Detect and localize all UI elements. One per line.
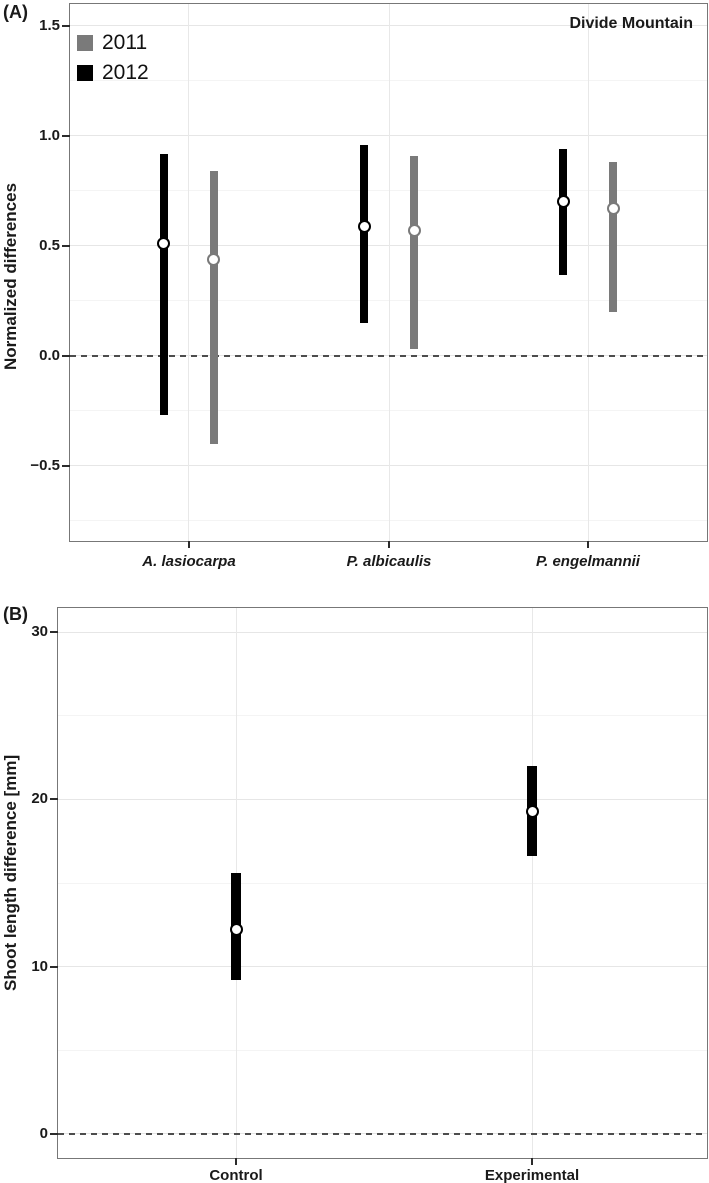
y-tick-mark bbox=[62, 464, 70, 467]
y-tick-mark bbox=[62, 134, 70, 137]
point-marker bbox=[407, 224, 421, 238]
y-tick-label: 10 bbox=[31, 957, 48, 975]
error-bar bbox=[159, 153, 168, 416]
category-label: Control bbox=[209, 1167, 263, 1183]
y-tick-mark bbox=[62, 354, 70, 357]
legend: 2011 2012 bbox=[77, 32, 149, 84]
gridline-major bbox=[58, 631, 707, 633]
y-tick-mark bbox=[62, 244, 70, 247]
gridline-vertical bbox=[587, 4, 589, 541]
point-marker bbox=[229, 923, 243, 937]
y-tick-mark bbox=[62, 24, 70, 27]
y-tick-label: 0.5 bbox=[39, 236, 60, 254]
panel-b-label: (B) bbox=[3, 604, 28, 624]
gridline-major bbox=[58, 798, 707, 800]
category-label: Experimental bbox=[484, 1167, 580, 1183]
y-tick-label: 30 bbox=[31, 623, 48, 641]
gridline-vertical bbox=[188, 4, 190, 541]
zero-reference-line bbox=[58, 1132, 707, 1135]
category-label: P. albicaulis bbox=[346, 553, 432, 570]
point-marker bbox=[357, 219, 371, 233]
y-tick-mark bbox=[50, 1132, 58, 1135]
x-tick-mark bbox=[531, 1158, 534, 1165]
zero-reference-line bbox=[70, 354, 707, 357]
legend-swatch-2011 bbox=[77, 35, 93, 51]
y-tick-label: 1.5 bbox=[39, 16, 60, 34]
legend-item-2011: 2011 bbox=[77, 32, 149, 54]
y-tick-mark bbox=[50, 798, 58, 801]
plot-area-a: 1.5 1.0 0.5 0.0 −0.5 A. lasiocarpa P. albicaul… bbox=[30, 3, 708, 570]
legend-label-2011: 2011 bbox=[102, 31, 148, 54]
category-label: A. lasiocarpa bbox=[142, 553, 236, 570]
error-bar bbox=[609, 162, 617, 312]
x-tick-mark bbox=[187, 541, 190, 548]
gridline-vertical bbox=[531, 608, 533, 1158]
legend-item-2012: 2012 bbox=[77, 62, 149, 84]
category-label: P. engelmannii bbox=[536, 553, 640, 570]
y-tick-label: 20 bbox=[31, 790, 48, 808]
error-bar bbox=[410, 155, 418, 350]
gridline-minor bbox=[58, 882, 707, 884]
gridline-major bbox=[58, 966, 707, 968]
legend-label-2012: 2012 bbox=[102, 61, 149, 84]
error-bar bbox=[209, 171, 218, 444]
panel-a-label: (A) bbox=[3, 2, 28, 22]
point-marker bbox=[157, 237, 171, 251]
x-tick-mark bbox=[388, 541, 390, 548]
legend-swatch-2012 bbox=[77, 65, 93, 81]
gridline-minor bbox=[58, 1049, 707, 1051]
y-tick-mark bbox=[50, 631, 58, 634]
plot-title-divide-mountain: Divide Mountain bbox=[569, 15, 693, 32]
x-tick-mark bbox=[235, 1158, 238, 1165]
error-bar bbox=[559, 149, 567, 275]
x-tick-mark bbox=[587, 541, 589, 548]
point-marker bbox=[556, 195, 570, 209]
y-tick-mark bbox=[50, 965, 58, 968]
point-marker bbox=[606, 202, 620, 216]
error-bar bbox=[360, 144, 368, 323]
y-tick-label: 1.0 bbox=[39, 126, 60, 144]
y-tick-label: 0.0 bbox=[39, 346, 60, 364]
y-tick-label: 0 bbox=[39, 1124, 48, 1142]
gridline-vertical bbox=[388, 4, 390, 541]
point-marker bbox=[207, 252, 221, 266]
y-axis-title-a: Normalized differences bbox=[1, 182, 20, 370]
gridline-minor bbox=[58, 715, 707, 717]
point-marker bbox=[525, 804, 539, 818]
plot-area-b: 30 20 10 0 Control Experimental bbox=[31, 607, 708, 1183]
y-tick-label: −0.5 bbox=[30, 456, 60, 474]
